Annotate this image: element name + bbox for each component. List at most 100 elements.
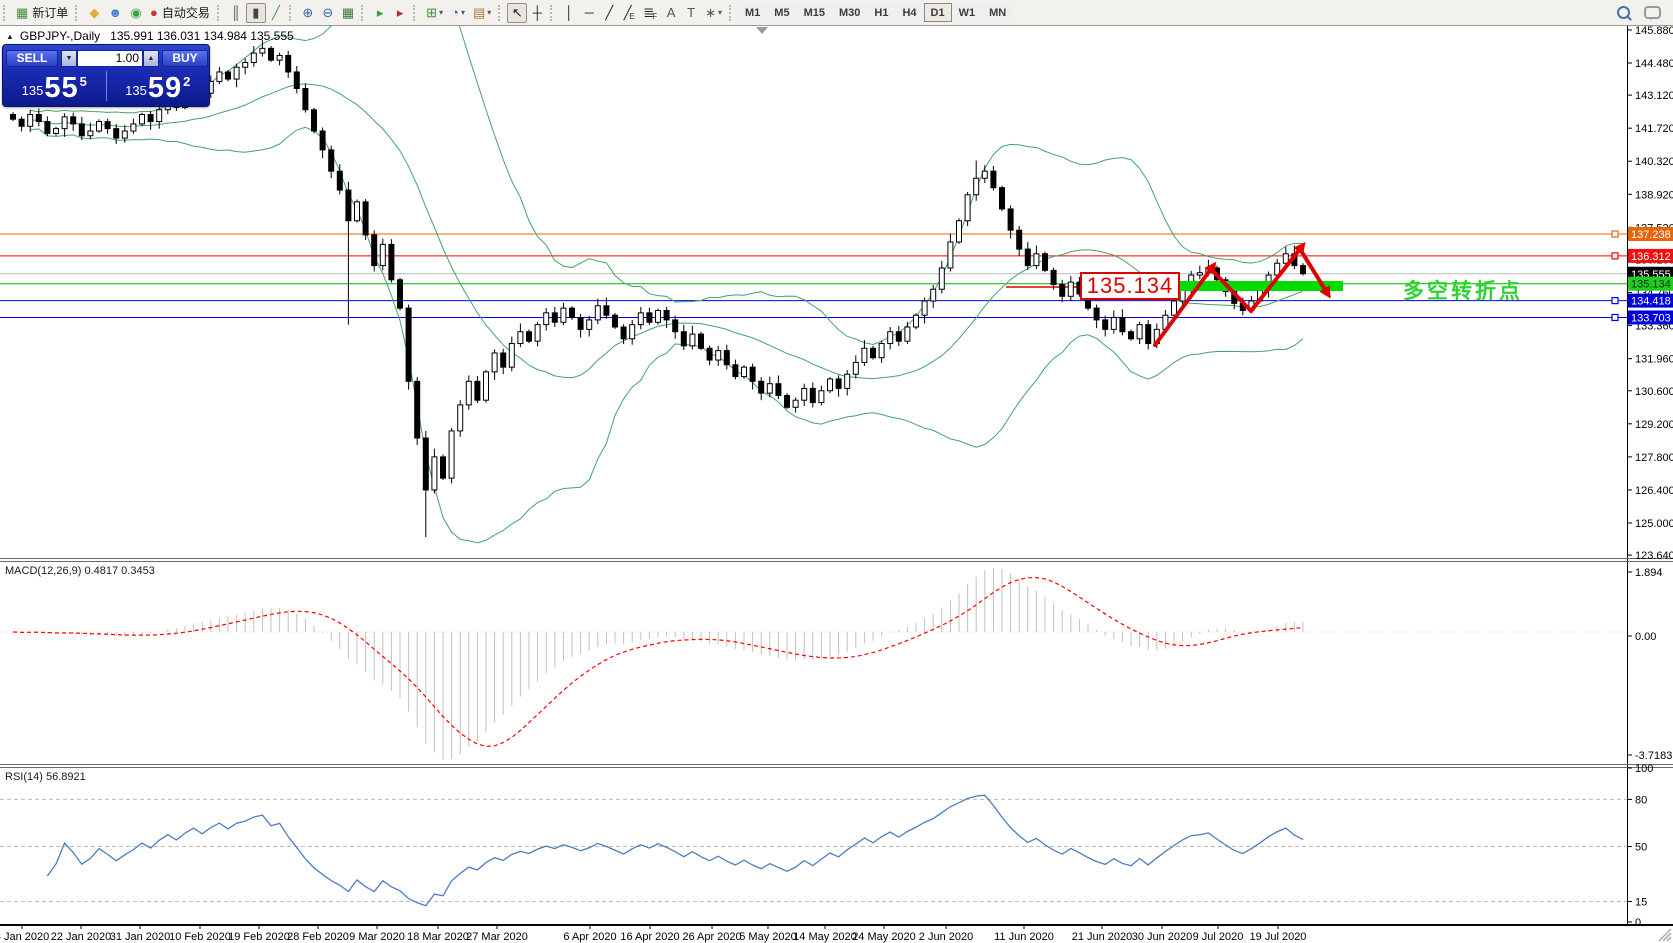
drawn-annotations[interactable] [1153,241,1343,347]
candlestick-icon[interactable]: ▮ [245,2,266,23]
dropdown-arrow-icon[interactable]: ▾ [439,8,444,17]
toolbar-right [1617,0,1661,25]
buy-price[interactable]: 135 59 2 [107,69,210,105]
svg-text:127.800: 127.800 [1635,452,1673,464]
new-order-button[interactable]: ▦ 新订单 [12,3,72,23]
svg-text:21 Jun 2020: 21 Jun 2020 [1072,931,1133,943]
svg-text:143.120: 143.120 [1635,90,1673,102]
templates-button[interactable]: ▤ ▾ [469,3,495,23]
candlestick-icon-glyph: ▮ [252,5,260,20]
text-button[interactable]: A [661,3,681,23]
volume-decrease-button[interactable]: ▼ [61,49,77,67]
horizontal-level-lines[interactable] [0,230,1627,322]
market-watch-icon[interactable]: ◆ [84,3,104,23]
timeframe-h1[interactable]: H1 [867,3,896,22]
timeframe-m30[interactable]: M30 [831,3,868,22]
vertical-line-button[interactable]: │ [559,3,579,23]
fibonacci-button[interactable]: ≣ F [639,3,661,23]
toolbar-group: ⊞ ▾ ◔ ▾ ▤ ▾ [410,0,495,25]
svg-text:3 Jan 2020: 3 Jan 2020 [0,931,49,943]
svg-text:9 Jul 2020: 9 Jul 2020 [1193,931,1244,943]
symbol-title: GBPJPY-,Daily [19,29,101,43]
collapse-chart-icon[interactable]: ▲ [6,31,14,41]
timeframe-mn[interactable]: MN [982,3,1014,22]
svg-text:18 Mar 2020: 18 Mar 2020 [407,931,469,943]
sell-price-sup: 5 [79,74,87,89]
tile-windows-icon-glyph: ▦ [341,5,355,20]
volume-increase-button[interactable]: ▲ [143,49,159,67]
one-click-trading-panel: SELL ▼ ▲ BUY 135 55 5 135 59 2 [2,44,210,107]
cursor-button[interactable]: ↖ [507,2,528,23]
community-icon[interactable]: ☻ [104,3,126,23]
zoom-in-icon[interactable]: ⊕ [298,3,318,23]
autotrading-glyph: ● [150,5,158,20]
sell-price-prefix: 135 [21,83,44,98]
trendline-button[interactable]: ╱ [599,3,619,23]
timeframe-d1[interactable]: D1 [923,3,952,22]
periods-button[interactable]: ◔ ▾ [447,3,469,23]
sell-button[interactable]: SELL [6,49,58,67]
timeframe-m1[interactable]: M1 [738,3,768,22]
zoom-out-icon[interactable]: ⊖ [318,3,338,23]
svg-text:80: 80 [1635,794,1647,806]
market-watch-icon-glyph: ◆ [89,5,100,20]
svg-text:134.418: 134.418 [1631,296,1671,308]
svg-text:31 Jan 2020: 31 Jan 2020 [110,931,171,943]
toolbar: ▦ 新订单 ◆ ☻ ◉ ● 自动交易 ║ ▮ ╱ ⊕ ⊖ ▦ ▸ ▸ ⊞ ▾ ◔ ▾ ▤ ▾ ↖ ┼ │ ─ ╱ ╱ E ≣ F A T ∗ ▾ M… [0,0,1673,26]
candlesticks [10,40,1306,538]
buy-button[interactable]: BUY [162,49,208,67]
toolbar-grip [550,4,555,21]
cursor-glyph: ↖ [511,5,523,20]
toolbar-grip [75,4,80,21]
add-indicator-button[interactable]: ⊞ ▾ [422,3,447,23]
turning-point-annotation[interactable]: 多空转折点 [1403,279,1523,303]
svg-text:144.480: 144.480 [1635,58,1673,70]
text-label-button[interactable]: T [681,3,701,23]
volume-input[interactable] [77,49,143,67]
svg-text:5 May 2020: 5 May 2020 [739,931,796,943]
periods-glyph: ◔ [451,5,459,20]
toolbar-grip [3,4,8,21]
horizontal-line-glyph: ─ [584,5,594,20]
autotrading-button-label: 自动交易 [161,6,210,20]
chat-icon[interactable] [1644,6,1661,20]
svg-text:27 Mar 2020: 27 Mar 2020 [466,931,528,943]
svg-text:137.238: 137.238 [1631,229,1671,241]
dropdown-arrow-icon[interactable]: ▾ [487,8,492,17]
timeframe-h4[interactable]: H4 [895,3,924,22]
horizontal-line-button[interactable]: ─ [579,3,599,23]
svg-text:129.200: 129.200 [1635,419,1673,431]
rsi-indicator-label: RSI(14) 56.8921 [5,771,86,783]
svg-text:136.312: 136.312 [1631,251,1671,263]
chart-shift-icon[interactable]: ▸ [390,3,410,23]
templates-glyph: ▤ [472,5,486,20]
crosshair-button[interactable]: ┼ [527,3,547,23]
search-icon[interactable] [1617,6,1630,19]
tile-windows-icon[interactable]: ▦ [338,3,358,23]
dropdown-arrow-icon[interactable]: ▾ [717,8,722,17]
dropdown-arrow-icon[interactable]: ▾ [460,8,465,17]
price-annotation-label[interactable]: 135.134 [1080,272,1180,300]
pane-frame [0,25,1673,942]
timeframe-m15[interactable]: M15 [796,3,832,22]
signals-icon[interactable]: ◉ [126,3,146,23]
timeframe-m5[interactable]: M5 [767,3,797,22]
arrows-button[interactable]: ∗ ▾ [701,3,726,23]
arrows-glyph: ∗ [705,5,716,20]
equidistant-channel-button[interactable]: ╱ E [619,3,639,23]
line-chart-icon[interactable]: ╱ [266,3,286,23]
auto-scroll-icon[interactable]: ▸ [370,3,390,23]
timeframe-w1[interactable]: W1 [951,3,983,22]
sell-price[interactable]: 135 55 5 [3,69,106,105]
toolbar-grip [729,4,734,21]
bar-chart-icon[interactable]: ║ [226,3,246,23]
price-axis[interactable]: 145.880 144.480 143.120 141.720 140.320 138.9… [1627,25,1673,562]
autotrading-button[interactable]: ● 自动交易 [146,3,214,23]
toolbar-grip [498,4,503,21]
signals-icon-glyph: ◉ [130,5,142,20]
zoom-out-icon-glyph: ⊖ [322,5,334,20]
svg-text:-3.7183: -3.7183 [1635,750,1672,762]
svg-text:19 Jul 2020: 19 Jul 2020 [1250,931,1307,943]
